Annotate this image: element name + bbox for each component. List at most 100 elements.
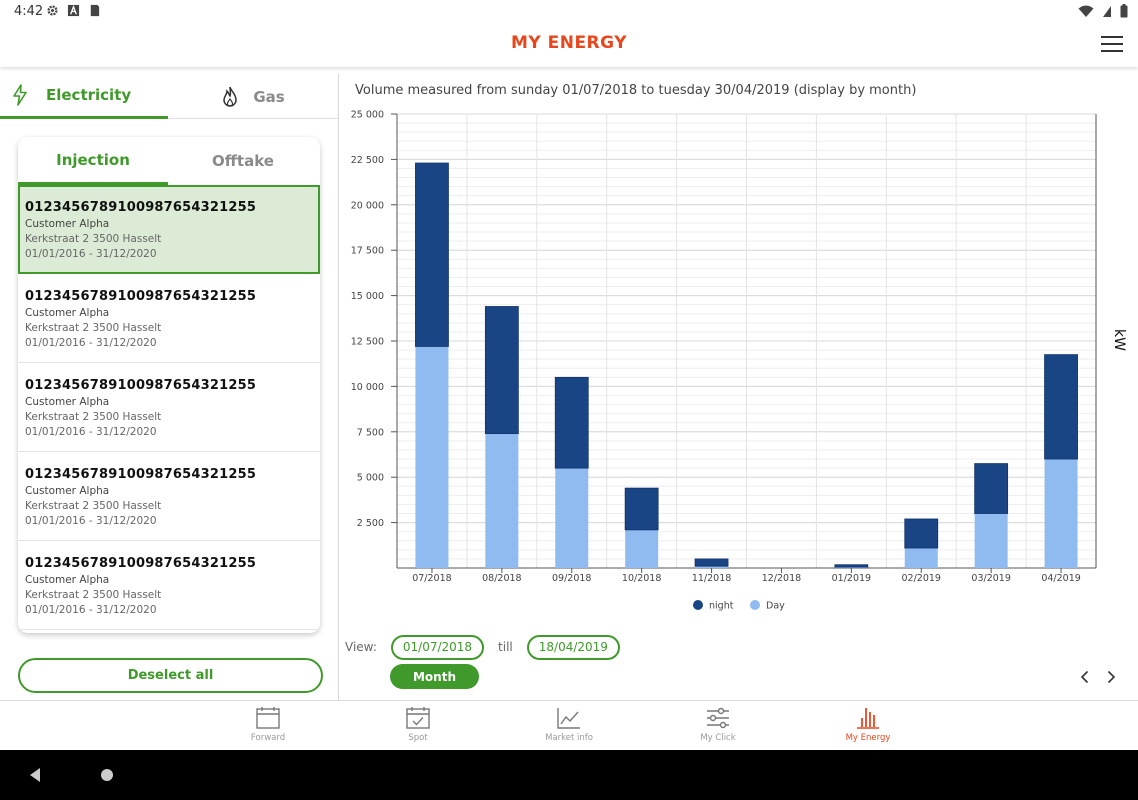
nav-market-info-label: Market info [545,733,593,743]
ean-list-item[interactable]: 0123456789100987654321255 Customer Alpha K… [18,363,320,452]
bar-day [834,567,868,568]
font-a-icon [67,4,80,17]
x-tick-label: 07/2018 [412,573,451,584]
direction-tabs: Injection Offtake [18,137,320,185]
from-date-field[interactable]: 01/07/2018 [390,634,485,660]
flame-icon [223,86,238,107]
menu-icon[interactable] [1101,36,1123,54]
ean-code: 0123456789100987654321255 [25,467,257,482]
back-icon[interactable] [28,767,42,783]
wifi-icon [1078,5,1094,17]
bottom-nav: Forward Spot Market info My Click My Ene… [0,700,1138,750]
bar-night [415,162,449,347]
panel-divider [338,74,339,700]
bar-night [834,564,869,568]
line-chart-icon [557,708,580,729]
status-icons-left [46,4,101,17]
bar-day [555,468,589,568]
x-tick-label: 01/2019 [832,573,871,584]
chart-title: Volume measured from sunday 01/07/2018 t… [355,83,917,98]
nav-forward-label: Forward [250,733,286,743]
ean-period: 01/01/2016 - 31/12/2020 [25,604,157,616]
view-label: View: [345,640,377,654]
bar-day [904,548,938,568]
ean-panel: Electricity Gas Injection Offtake 012345… [0,74,338,700]
ean-code: 0123456789100987654321255 [25,289,257,304]
y-tick-label: 10 000 [351,382,384,393]
tab-injection[interactable]: Injection [18,137,168,185]
consumption-chart: 25 000 22 500 20 000 17 500 15 000 12 500 10 0… [351,110,1127,612]
status-icons-right [1078,4,1128,18]
nav-spot[interactable]: Spot [358,706,478,748]
status-bar: 4:42 [0,0,1138,24]
bar-night [974,463,1009,514]
ean-address: Kerkstraat 2 3500 Hasselt [25,411,162,423]
chevron-left-icon[interactable] [1078,669,1092,685]
x-tick-label: 04/2019 [1041,573,1080,584]
nav-my-energy-label: My Energy [845,733,891,743]
till-label: till [498,640,513,654]
legend-marker-day [750,600,760,610]
x-tick-label: 09/2018 [552,573,591,584]
y-tick-label: 20 000 [351,200,384,211]
sd-card-icon [90,4,100,17]
ean-customer: Customer Alpha [25,396,110,408]
ean-list-item[interactable]: 0123456789100987654321255 Customer Alpha K… [18,274,320,363]
app-bar: MY ENERGY [0,24,1138,67]
bar-night [904,518,939,549]
nav-market-info[interactable]: Market info [509,706,629,748]
nav-my-click[interactable]: My Click [658,706,778,748]
bar-day [625,529,659,568]
ean-period: 01/01/2016 - 31/12/2020 [25,337,157,349]
nav-my-energy[interactable]: My Energy [808,706,928,748]
bar-night [554,376,589,469]
ean-customer: Customer Alpha [25,307,110,319]
tab-offtake[interactable]: Offtake [212,152,274,170]
bar-day [485,433,519,568]
y-axis-label: kW [1111,329,1127,351]
legend-marker-night [693,600,703,610]
status-time: 4:42 [14,4,44,19]
legend-label-night: night [709,601,734,612]
tab-gas[interactable]: Gas [168,74,338,119]
y-tick-label: 22 500 [351,155,384,166]
ean-list-item[interactable]: 0123456789100987654321255 Customer Alpha K… [18,185,320,274]
energy-tabs: Electricity Gas [0,74,338,119]
ean-address: Kerkstraat 2 3500 Hasselt [25,500,162,512]
nav-forward[interactable]: Forward [208,706,328,748]
deselect-all-button[interactable]: Deselect all [18,658,323,693]
battery-icon [1120,4,1128,18]
ean-list-item[interactable]: 0123456789100987654321255 Customer Alpha K… [18,541,320,630]
ean-list-item[interactable]: 0123456789100987654321255 Customer Alpha K… [18,452,320,541]
chevron-right-icon[interactable] [1104,669,1118,685]
bar-night [1044,354,1078,460]
bar-day [974,513,1008,568]
tab-gas-label: Gas [253,87,285,106]
x-tick-label: 08/2018 [482,573,521,584]
ean-period: 01/01/2016 - 31/12/2020 [25,426,157,438]
x-tick-label: 10/2018 [622,573,661,584]
x-tick-label: 11/2018 [692,573,731,584]
sliders-icon [707,707,729,729]
tab-electricity-label: Electricity [46,86,132,104]
x-tick-label: 12/2018 [762,573,801,584]
tab-electricity[interactable]: Electricity [0,74,168,119]
legend-label-day: Day [766,601,785,612]
y-tick-label: 25 000 [351,110,384,121]
bar-chart-icon [857,708,879,729]
y-tick-label: 17 500 [351,246,384,257]
y-tick-label: 15 000 [351,291,384,302]
y-tick-label: 12 500 [351,337,384,348]
y-tick-label: 5 000 [357,473,384,484]
ean-code: 0123456789100987654321255 [25,378,257,393]
ean-customer: Customer Alpha [25,485,110,497]
x-tick-label: 03/2019 [971,573,1010,584]
bar-night [624,487,659,531]
to-date-field[interactable]: 18/04/2019 [526,634,620,660]
home-icon[interactable] [100,768,114,782]
ean-address: Kerkstraat 2 3500 Hasselt [25,233,162,245]
ean-customer: Customer Alpha [25,574,110,586]
x-tick-label: 02/2019 [902,573,941,584]
period-month-button[interactable]: Month [390,664,479,689]
bar-day [695,566,729,568]
